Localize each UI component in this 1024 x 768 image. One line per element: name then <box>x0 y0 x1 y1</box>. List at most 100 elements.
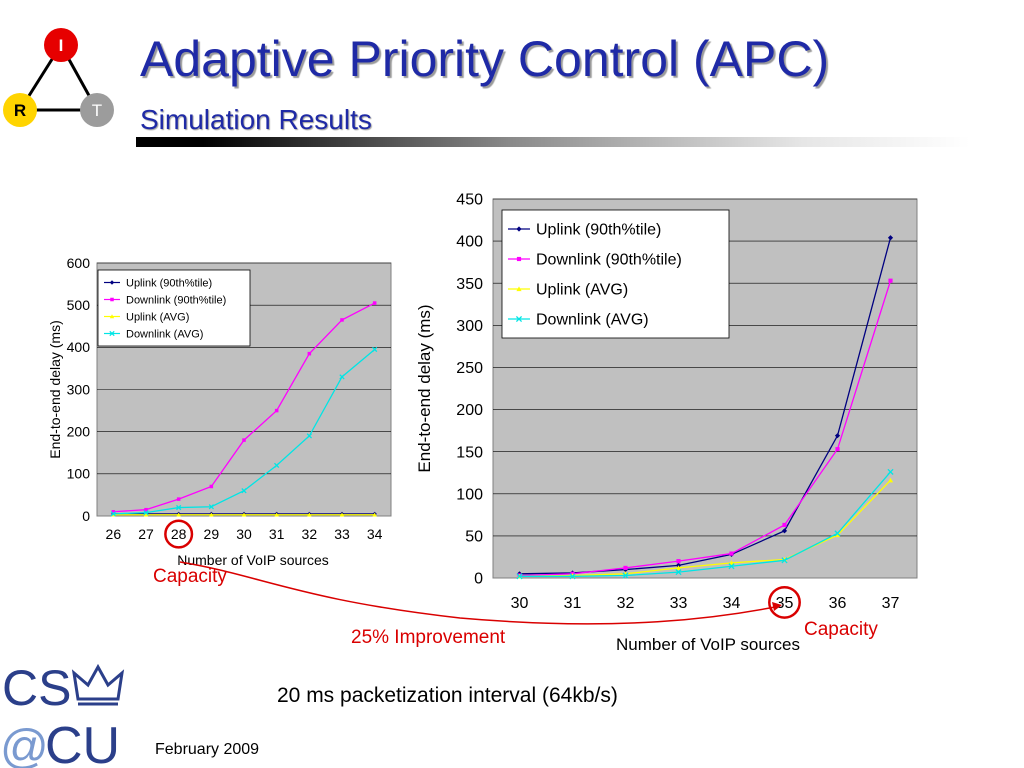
legend-label: Uplink (90th%tile) <box>126 277 212 289</box>
marker-square <box>111 510 116 514</box>
capacity-highlight-circle <box>164 519 194 549</box>
y-axis-label: End-to-end delay (ms) <box>415 304 434 472</box>
marker-diamond <box>887 235 894 241</box>
marker-square <box>307 351 312 356</box>
legend-label: Downlink (90th%tile) <box>536 252 682 269</box>
capacity-label-right: Capacity <box>804 619 878 640</box>
marker-x <box>834 530 841 537</box>
legend-box <box>501 209 730 339</box>
marker-square <box>209 484 214 489</box>
marker-square <box>372 301 377 305</box>
x-tick-label: 26 <box>106 526 122 542</box>
marker-x <box>781 557 788 564</box>
marker-x-stroke <box>834 530 841 537</box>
x-tick-label: 33 <box>334 526 350 542</box>
logo-cs-text: CS <box>2 660 71 716</box>
packetization-note: 20 ms packetization interval (64kb/s) <box>277 684 618 707</box>
marker-x <box>306 433 312 439</box>
slide-title: Adaptive Priority Control (APC) <box>140 31 830 87</box>
marker-triangle <box>339 512 345 517</box>
marker-x <box>176 504 182 511</box>
marker-x <box>339 374 345 380</box>
x-tick-label: 31 <box>269 526 285 542</box>
marker-square <box>274 408 279 413</box>
right-delay-chart: 0 50 100 150 200 250 300 350 400 450 30 31 32 33 34 35 3… <box>415 192 918 654</box>
y-tick-label: 300 <box>456 318 483 335</box>
y-tick-label: 150 <box>456 444 483 461</box>
marker-triangle <box>176 512 181 517</box>
y-tick-label: 250 <box>456 360 483 377</box>
marker-triangle <box>241 512 247 517</box>
marker-x-stroke <box>372 346 378 353</box>
logo-node-t <box>80 93 114 127</box>
x-tick-label: 34 <box>367 526 383 542</box>
legend-box <box>97 269 251 347</box>
marker-square <box>782 522 787 528</box>
y-tick-label: 450 <box>456 192 483 209</box>
irt-logo-triangle: I R T <box>3 28 114 127</box>
footer-date: February 2009 <box>155 741 260 758</box>
marker-square <box>144 507 148 512</box>
marker-x-stroke <box>110 511 116 517</box>
marker-triangle <box>372 512 377 517</box>
marker-x-stroke <box>515 315 523 323</box>
marker-triangle <box>307 512 312 517</box>
marker-square <box>110 297 114 302</box>
crown-icon <box>71 663 125 706</box>
marker-triangle <box>887 477 894 483</box>
marker-triangle <box>143 512 149 517</box>
x-tick-label: 32 <box>302 526 318 542</box>
capacity-label-left: Capacity <box>153 566 227 587</box>
x-tick-label: 33 <box>670 595 688 612</box>
x-tick-label: 31 <box>564 595 582 612</box>
marker-x <box>887 468 894 475</box>
marker-x <box>515 315 523 323</box>
marker-triangle <box>516 286 522 292</box>
marker-x <box>109 330 115 337</box>
marker-x-stroke <box>887 468 894 475</box>
y-tick-label: 200 <box>456 402 483 419</box>
marker-square <box>623 565 628 570</box>
marker-x-stroke <box>274 462 280 469</box>
marker-x-stroke <box>306 433 312 439</box>
marker-square <box>835 447 840 452</box>
slide-subtitle: Simulation Results <box>140 104 372 135</box>
logo-cu-text: CU <box>45 717 120 768</box>
marker-x-stroke <box>781 557 788 564</box>
legend: Uplink (90th%tile) Downlink (90th%tile) Up… <box>97 269 251 347</box>
marker-square <box>516 256 522 262</box>
y-tick-label: 200 <box>67 424 91 440</box>
y-tick-label: 300 <box>67 381 91 397</box>
y-tick-label: 350 <box>456 276 483 293</box>
x-tick-label: 30 <box>511 595 529 612</box>
y-tick-label: 0 <box>82 508 90 524</box>
marker-diamond <box>781 528 788 534</box>
y-tick-label: 500 <box>67 297 91 313</box>
logo-node-i <box>44 28 78 62</box>
legend-label: Uplink (AVG) <box>536 282 628 299</box>
marker-diamond <box>109 280 115 285</box>
marker-x-stroke <box>109 330 115 337</box>
y-tick-label: 100 <box>67 466 91 482</box>
legend-label: Uplink (AVG) <box>126 311 189 323</box>
logo-node-t-label: T <box>92 101 102 120</box>
improvement-label: 25% Improvement <box>351 627 506 648</box>
legend-label: Downlink (AVG) <box>126 328 203 340</box>
logo-at-symbol: @ <box>0 721 49 768</box>
x-tick-label: 30 <box>236 526 252 542</box>
marker-x-stroke <box>176 504 182 511</box>
cs-at-cu-logo: CS @ CU <box>0 660 125 768</box>
logo-node-r <box>3 93 37 127</box>
marker-x <box>274 462 280 469</box>
x-tick-label: 35 <box>776 595 794 612</box>
marker-x-stroke <box>339 374 345 380</box>
x-tick-label: 34 <box>723 595 741 612</box>
x-tick-label: 32 <box>617 595 635 612</box>
x-tick-label: 27 <box>138 526 154 542</box>
legend: Uplink (90th%tile) Downlink (90th%tile) Up… <box>501 209 730 339</box>
marker-x-stroke <box>143 509 149 516</box>
marker-triangle <box>274 512 279 517</box>
marker-triangle <box>209 512 214 517</box>
marker-x <box>110 511 116 517</box>
x-tick-label: 36 <box>829 595 847 612</box>
